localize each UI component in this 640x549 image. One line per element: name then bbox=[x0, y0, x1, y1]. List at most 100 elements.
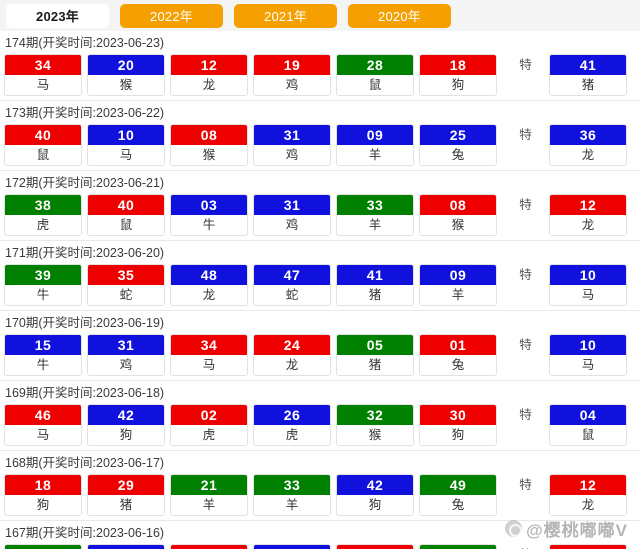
ball-zodiac: 蛇 bbox=[88, 285, 164, 305]
ball-normal: 19 鸡 bbox=[253, 54, 331, 96]
draw-period-title: 169期(开奖时间:2023-06-18) bbox=[5, 386, 165, 400]
ball-zodiac: 狗 bbox=[337, 495, 413, 515]
draw-period-title: 167期(开奖时间:2023-06-16) bbox=[5, 526, 165, 540]
ball-number: 32 bbox=[420, 545, 496, 549]
tab-year-2022[interactable]: 2022年 bbox=[120, 3, 223, 28]
ball-normal: 35 蛇 bbox=[87, 264, 165, 306]
ball-zodiac: 鸡 bbox=[88, 355, 164, 375]
draw-period-title: 172期(开奖时间:2023-06-21) bbox=[5, 176, 165, 190]
ball-number: 12 bbox=[550, 475, 626, 495]
ball-normal: 21 羊 bbox=[170, 474, 248, 516]
ball-normal: 12 龙 bbox=[170, 54, 248, 96]
ball-zodiac: 羊 bbox=[420, 285, 496, 305]
draw-row: 168期(开奖时间:2023-06-17) 18 狗 29 猪 21 羊 33 羊 42 狗 49 兔特… bbox=[0, 451, 640, 521]
ball-zodiac: 牛 bbox=[5, 285, 81, 305]
ball-normal: 29 猪 bbox=[87, 474, 165, 516]
ball-zodiac: 鸡 bbox=[254, 75, 330, 95]
ball-normal: 41 猪 bbox=[336, 264, 414, 306]
ball-number: 01 bbox=[171, 545, 247, 549]
ball-zodiac: 兔 bbox=[420, 145, 496, 165]
ball-number: 04 bbox=[550, 405, 626, 425]
special-ball-label: 特 bbox=[519, 58, 532, 72]
ball-zodiac: 鼠 bbox=[5, 145, 81, 165]
ball-zodiac: 马 bbox=[171, 355, 247, 375]
ball-normal: 03 牛 bbox=[170, 194, 248, 236]
ball-normal: 09 羊 bbox=[336, 124, 414, 166]
ball-normal: 08 猴 bbox=[419, 194, 497, 236]
tab-year-2021[interactable]: 2021年 bbox=[234, 3, 337, 28]
ball-zodiac: 兔 bbox=[420, 495, 496, 515]
ball-normal: 40 鼠 bbox=[4, 124, 82, 166]
ball-normal: 25 兔 bbox=[419, 124, 497, 166]
ball-zodiac: 狗 bbox=[420, 75, 496, 95]
ball-zodiac: 虎 bbox=[254, 425, 330, 445]
ball-zodiac: 鼠 bbox=[88, 215, 164, 235]
ball-zodiac: 马 bbox=[5, 75, 81, 95]
ball-number: 36 bbox=[550, 125, 626, 145]
ball-normal: 42 狗 bbox=[87, 404, 165, 446]
ball-number: 01 bbox=[420, 335, 496, 355]
ball-normal: 05 猪 bbox=[336, 334, 414, 376]
year-tab-bar: 2023年 2022年 2021年 2020年 bbox=[0, 0, 640, 31]
ball-number: 10 bbox=[550, 265, 626, 285]
ball-number: 49 bbox=[5, 545, 81, 549]
special-ball-label: 特 bbox=[519, 268, 532, 282]
special-ball-label: 特 bbox=[519, 408, 532, 422]
ball-zodiac: 马 bbox=[88, 145, 164, 165]
ball-zodiac: 虎 bbox=[5, 215, 81, 235]
ball-zodiac: 龙 bbox=[550, 495, 626, 515]
draw-row: 172期(开奖时间:2023-06-21) 38 虎 40 鼠 03 牛 31 鸡 33 羊 08 猴特… bbox=[0, 171, 640, 241]
ball-strip: 18 狗 29 猪 21 羊 33 羊 42 狗 49 兔特 12 龙 bbox=[0, 474, 640, 520]
ball-number: 10 bbox=[550, 335, 626, 355]
special-ball-label: 特 bbox=[519, 128, 532, 142]
ball-normal: 46 马 bbox=[4, 404, 82, 446]
ball-number: 39 bbox=[5, 265, 81, 285]
ball-number: 48 bbox=[171, 265, 247, 285]
ball-number: 18 bbox=[5, 475, 81, 495]
tab-year-2020[interactable]: 2020年 bbox=[348, 3, 451, 28]
ball-normal: 09 羊 bbox=[419, 264, 497, 306]
ball-number: 18 bbox=[337, 545, 413, 549]
ball-zodiac: 狗 bbox=[5, 495, 81, 515]
ball-number: 02 bbox=[171, 405, 247, 425]
ball-number: 42 bbox=[337, 475, 413, 495]
ball-normal: 32猴 bbox=[419, 544, 497, 549]
tab-year-2023[interactable]: 2023年 bbox=[6, 3, 109, 28]
ball-number: 21 bbox=[171, 475, 247, 495]
ball-number: 31 bbox=[88, 545, 164, 549]
ball-normal: 34 马 bbox=[4, 54, 82, 96]
ball-zodiac: 龙 bbox=[171, 285, 247, 305]
ball-strip: 40 鼠 10 马 08 猴 31 鸡 09 羊 25 兔特 36 龙 bbox=[0, 124, 640, 170]
ball-number: 12 bbox=[171, 55, 247, 75]
ball-zodiac: 兔 bbox=[420, 355, 496, 375]
ball-normal: 28 鼠 bbox=[336, 54, 414, 96]
draw-period-title: 173期(开奖时间:2023-06-22) bbox=[5, 106, 165, 120]
ball-normal: 08 猴 bbox=[170, 124, 248, 166]
ball-number: 09 bbox=[420, 265, 496, 285]
ball-number: 42 bbox=[88, 405, 164, 425]
ball-normal: 24 龙 bbox=[253, 334, 331, 376]
ball-zodiac: 龙 bbox=[550, 145, 626, 165]
ball-zodiac: 龙 bbox=[550, 215, 626, 235]
ball-normal: 15牛 bbox=[253, 544, 331, 549]
ball-strip: 34 马 20 猴 12 龙 19 鸡 28 鼠 18 狗特 41 猪 bbox=[0, 54, 640, 100]
draw-period-title: 170期(开奖时间:2023-06-19) bbox=[5, 316, 165, 330]
draw-row: 173期(开奖时间:2023-06-22) 40 鼠 10 马 08 猴 31 鸡 09 羊 25 兔特… bbox=[0, 101, 640, 171]
ball-zodiac: 猴 bbox=[337, 425, 413, 445]
ball-number: 31 bbox=[88, 335, 164, 355]
ball-zodiac: 猴 bbox=[420, 215, 496, 235]
ball-zodiac: 龙 bbox=[254, 355, 330, 375]
special-ball-label: 特 bbox=[519, 338, 532, 352]
ball-number: 05 bbox=[337, 335, 413, 355]
ball-special: 10 马 bbox=[549, 334, 627, 376]
draw-row: 174期(开奖时间:2023-06-23) 34 马 20 猴 12 龙 19 鸡 28 鼠 18 狗特… bbox=[0, 31, 640, 101]
ball-number: 08 bbox=[171, 125, 247, 145]
ball-number: 35 bbox=[88, 265, 164, 285]
ball-normal: 38 虎 bbox=[4, 194, 82, 236]
ball-number: 28 bbox=[337, 55, 413, 75]
ball-zodiac: 猪 bbox=[88, 495, 164, 515]
ball-number: 41 bbox=[337, 265, 413, 285]
ball-number: 31 bbox=[254, 195, 330, 215]
